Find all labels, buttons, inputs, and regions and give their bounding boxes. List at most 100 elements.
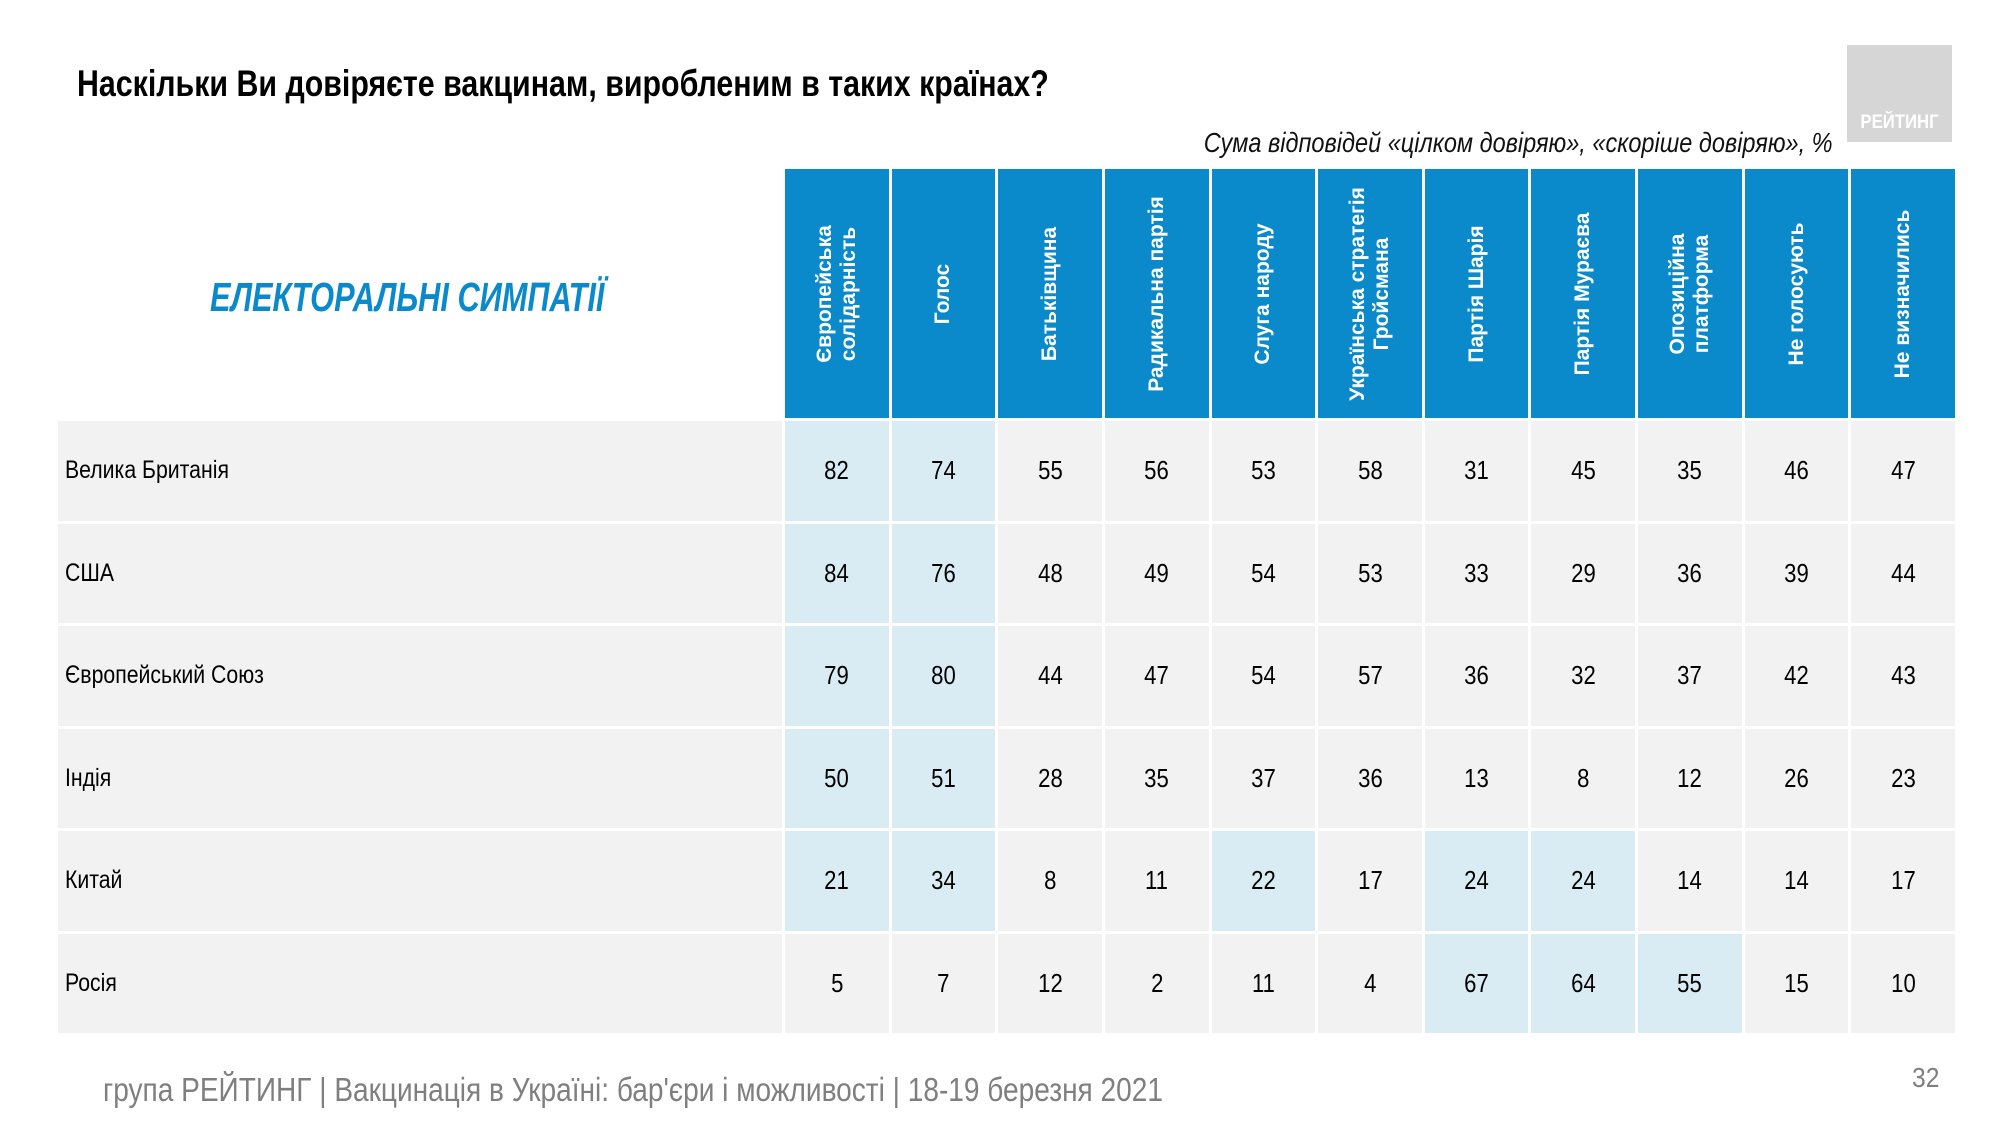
row-label-cell: Китай	[58, 831, 782, 931]
value-text: 54	[1251, 660, 1276, 691]
row-label-cell: Індія	[58, 728, 782, 828]
value-text: 58	[1357, 455, 1383, 486]
value-text: 14	[1784, 865, 1809, 896]
value-cell: 31	[1424, 421, 1529, 521]
table-row: Китай 21 34 8 11 22 17 24 24 14 14 17	[58, 831, 1956, 931]
value-text: 24	[1464, 865, 1489, 896]
value-cell: 11	[1211, 933, 1316, 1033]
value-cell: 2	[1104, 933, 1209, 1033]
value-cell: 43	[1851, 626, 1956, 726]
row-values: 5 7 12 2 11 4 67 64 55 15 10	[785, 933, 1956, 1033]
value-text: 82	[824, 455, 850, 486]
value-text: 12	[1677, 762, 1703, 793]
value-cell: 67	[1424, 933, 1529, 1033]
value-cell: 46	[1744, 421, 1849, 521]
value-text: 42	[1784, 660, 1809, 691]
value-cell: 50	[785, 728, 889, 828]
value-text: 21	[824, 865, 850, 896]
value-text: 11	[1251, 967, 1275, 998]
value-text: 47	[1890, 455, 1916, 486]
value-cell: 28	[998, 728, 1102, 828]
value-text: 5	[830, 967, 843, 998]
value-cell: 24	[1531, 831, 1636, 931]
value-text: 37	[1677, 660, 1703, 691]
value-text: 23	[1890, 762, 1916, 793]
value-cell: 54	[1211, 523, 1316, 623]
value-text: 76	[931, 557, 956, 588]
value-cell: 55	[1638, 933, 1742, 1033]
value-text: 14	[1677, 865, 1703, 896]
value-text: 11	[1145, 865, 1169, 896]
row-label: Китай	[65, 866, 123, 895]
value-cell: 58	[1318, 421, 1422, 521]
value-text: 74	[931, 455, 956, 486]
value-cell: 24	[1424, 831, 1529, 931]
column-header: Голос	[891, 169, 996, 418]
value-cell: 8	[1531, 728, 1636, 828]
value-text: 8	[1577, 762, 1590, 793]
value-cell: 26	[1744, 728, 1849, 828]
value-cell: 48	[998, 523, 1102, 623]
value-cell: 4	[1318, 933, 1422, 1033]
value-text: 39	[1784, 557, 1809, 588]
value-cell: 54	[1211, 626, 1316, 726]
value-text: 79	[824, 660, 850, 691]
value-cell: 12	[998, 933, 1102, 1033]
value-text: 35	[1144, 762, 1170, 793]
value-text: 51	[931, 762, 956, 793]
slide-title: Наскільки Ви довіряєте вакцинам, виробле…	[77, 63, 1049, 104]
table-row: США 84 76 48 49 54 53 33 29 36 39 44	[58, 523, 1956, 623]
value-text: 47	[1144, 660, 1170, 691]
value-cell: 44	[998, 626, 1102, 726]
column-header-label: Радикальна партія	[1144, 195, 1168, 392]
value-text: 29	[1571, 557, 1596, 588]
value-cell: 80	[891, 626, 996, 726]
value-cell: 45	[1531, 421, 1636, 521]
column-header-label: Батьківщина	[1038, 226, 1062, 361]
row-label: США	[65, 558, 115, 587]
value-text: 8	[1043, 865, 1057, 896]
value-cell: 36	[1638, 523, 1742, 623]
value-text: 22	[1251, 865, 1276, 896]
row-label: Велика Британія	[65, 456, 229, 485]
logo-text: РЕЙТИНГ	[1860, 112, 1939, 133]
value-cell: 53	[1211, 421, 1316, 521]
value-text: 31	[1464, 455, 1489, 486]
column-header: Європейська солідарність	[785, 169, 889, 418]
value-cell: 76	[891, 523, 996, 623]
table-body: Велика Британія 82 74 55 56 53 58 31 45 35 46 47 США…	[58, 421, 1956, 1033]
column-header: Батьківщина	[998, 169, 1102, 418]
row-label: Індія	[65, 763, 112, 792]
value-cell: 17	[1851, 831, 1956, 931]
value-text: 49	[1144, 557, 1170, 588]
value-cell: 5	[785, 933, 889, 1033]
value-cell: 36	[1318, 728, 1422, 828]
column-header-label: Опозиційна платформа	[1665, 233, 1713, 354]
value-cell: 7	[891, 933, 996, 1033]
value-cell: 14	[1744, 831, 1849, 931]
page-number: 32	[1912, 1062, 1940, 1093]
value-cell: 57	[1318, 626, 1422, 726]
row-values: 21 34 8 11 22 17 24 24 14 14 17	[785, 831, 1956, 931]
table-subtitle: Сума відповідей «цілком довіряю», «скорі…	[1204, 127, 1833, 158]
table-row: Європейський Союз 79 80 44 47 54 57 36 32 37 42 43	[58, 626, 1956, 726]
value-cell: 56	[1104, 421, 1209, 521]
column-header-label: Не визначились	[1891, 209, 1915, 378]
value-text: 10	[1890, 967, 1916, 998]
value-cell: 74	[891, 421, 996, 521]
value-cell: 10	[1851, 933, 1956, 1033]
value-cell: 29	[1531, 523, 1636, 623]
value-text: 17	[1357, 865, 1383, 896]
value-cell: 42	[1744, 626, 1849, 726]
row-label-cell: Велика Британія	[58, 421, 782, 521]
value-text: 55	[1677, 967, 1703, 998]
column-header: Українська стратегія Гройсмана	[1318, 169, 1422, 418]
footer-text: група РЕЙТИНГ | Вакцинація в Україні: ба…	[103, 1071, 1163, 1108]
column-header-label: Слуга народу	[1251, 222, 1275, 365]
value-cell: 64	[1531, 933, 1636, 1033]
value-cell: 37	[1638, 626, 1742, 726]
value-cell: 22	[1211, 831, 1316, 931]
value-cell: 34	[891, 831, 996, 931]
value-text: 43	[1890, 660, 1916, 691]
value-text: 2	[1150, 967, 1163, 998]
